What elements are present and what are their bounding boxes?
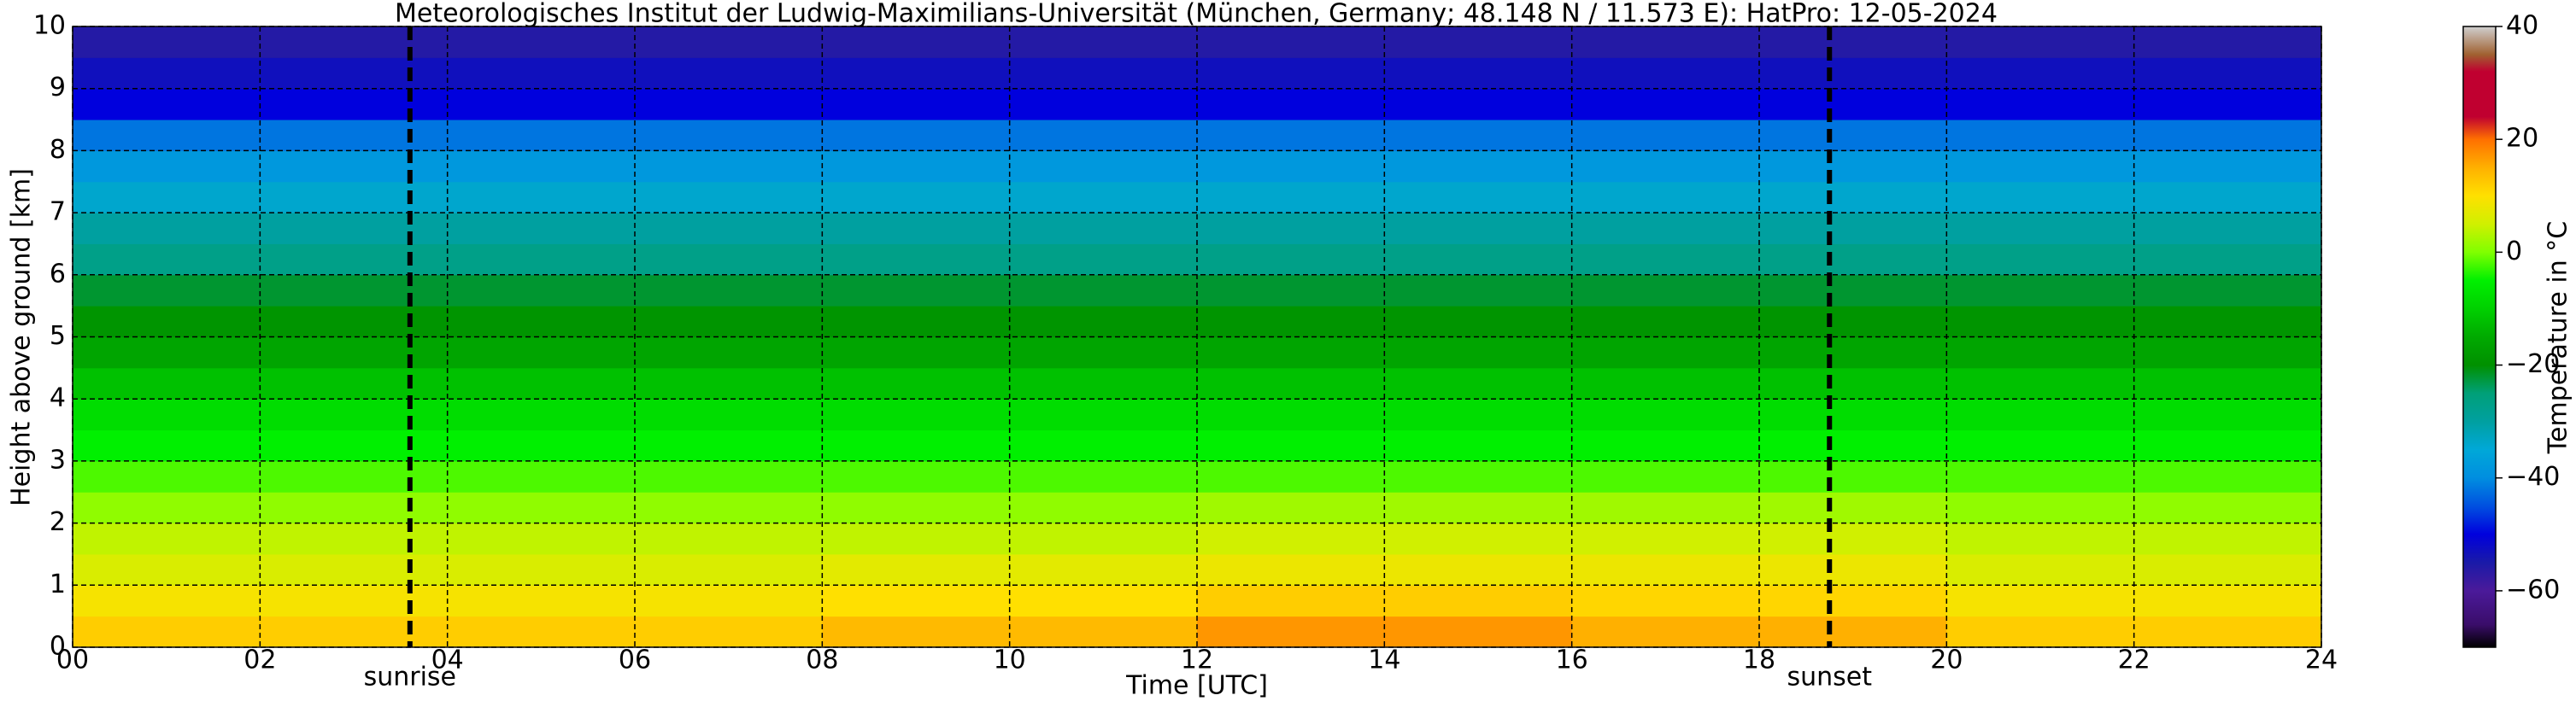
- chart-title: Meteorologisches Institut der Ludwig-Max…: [395, 0, 1998, 29]
- colorbar: [2462, 26, 2497, 648]
- colorbar-tick-label: 0: [2506, 237, 2522, 266]
- x-tick-label: 22: [2118, 646, 2151, 675]
- colorbar-tick-label: −20: [2506, 349, 2560, 379]
- annotation-label: sunset: [1787, 663, 1872, 692]
- x-tick-label: 14: [1368, 646, 1400, 675]
- y-tick-label: 3: [50, 445, 66, 475]
- y-tick-label: 8: [50, 135, 66, 165]
- y-tick-label: 10: [33, 11, 66, 41]
- x-tick-label: 10: [994, 646, 1026, 675]
- y-tick-label: 5: [50, 321, 66, 351]
- x-tick-label: 06: [619, 646, 651, 675]
- x-tick-label: 12: [1181, 646, 1213, 675]
- annotation-label: sunrise: [364, 663, 456, 692]
- y-tick-label: 7: [50, 197, 66, 227]
- x-tick-label: 24: [2305, 646, 2338, 675]
- colorbar-tick-label: 40: [2506, 11, 2538, 41]
- colorbar-tick-label: −60: [2506, 575, 2560, 605]
- y-tick-label: 1: [50, 570, 66, 599]
- x-tick-label: 16: [1556, 646, 1588, 675]
- plot-frame: [72, 26, 2322, 648]
- x-tick-label: 00: [56, 646, 89, 675]
- x-tick-label: 02: [244, 646, 276, 675]
- y-tick-label: 6: [50, 259, 66, 289]
- x-axis-label: Time [UTC]: [1125, 671, 1268, 701]
- y-tick-label: 9: [50, 73, 66, 102]
- x-tick-label: 08: [806, 646, 838, 675]
- y-tick-label: 0: [50, 632, 66, 662]
- y-tick-label: 2: [50, 507, 66, 537]
- y-tick-label: 4: [50, 383, 66, 413]
- x-tick-label: 04: [431, 646, 464, 675]
- colorbar-tick-label: −40: [2506, 462, 2560, 492]
- x-tick-label: 18: [1743, 646, 1775, 675]
- colorbar-label: Temperature in °C: [2544, 221, 2573, 454]
- colorbar-tick-label: 20: [2506, 124, 2538, 154]
- y-axis-label: Height above ground [km]: [7, 168, 37, 506]
- x-tick-label: 20: [1930, 646, 1963, 675]
